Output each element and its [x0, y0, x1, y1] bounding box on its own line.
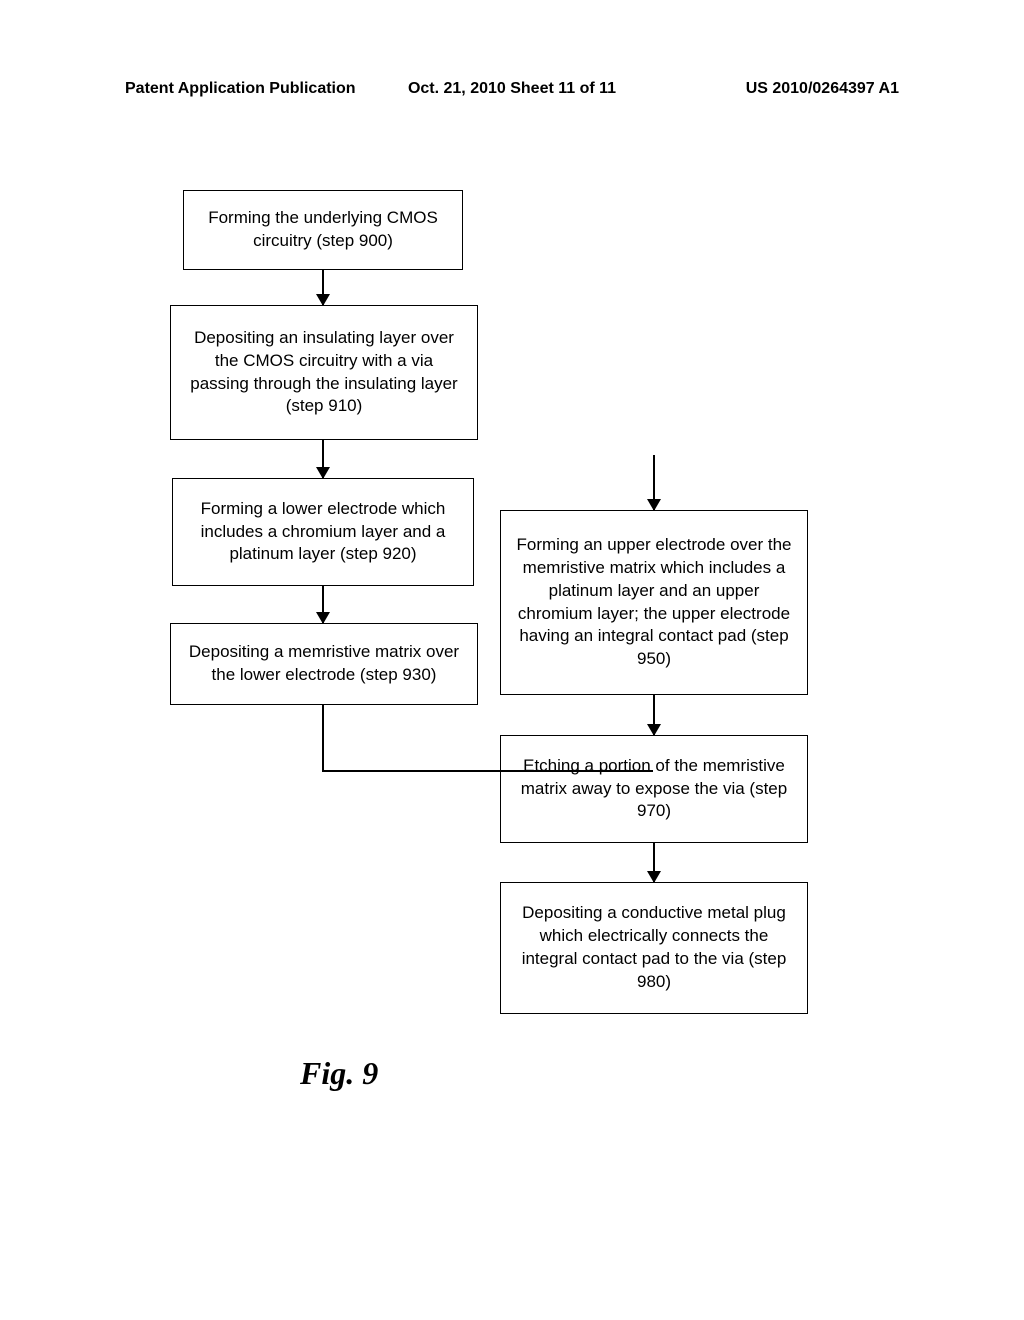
- arrow-900-910: [322, 270, 324, 305]
- box-step-930: Depositing a memristive matrix over the …: [170, 623, 478, 705]
- figure-label: Fig. 9: [300, 1055, 378, 1092]
- flowchart-diagram: Forming the underlying CMOS circuitry (s…: [0, 180, 1024, 1080]
- box-step-920: Forming a lower electrode which includes…: [172, 478, 474, 586]
- header-date-sheet: Oct. 21, 2010 Sheet 11 of 11: [383, 80, 641, 98]
- arrow-950-970: [653, 695, 655, 735]
- box-step-910: Depositing an insulating layer over the …: [170, 305, 478, 440]
- box-step-900: Forming the underlying CMOS circuitry (s…: [183, 190, 463, 270]
- header-pub: Patent Application Publication: [125, 80, 383, 98]
- box-step-980: Depositing a conductive metal plug which…: [500, 882, 808, 1014]
- arrow-970-980: [653, 843, 655, 882]
- arrow-910-920: [322, 440, 324, 478]
- connector-v-930-down: [322, 705, 324, 770]
- arrow-920-930: [322, 586, 324, 623]
- connector-h-bridge: [322, 770, 653, 772]
- connector-v-top-right: [653, 455, 655, 470]
- header-patent-number: US 2010/0264397 A1: [641, 80, 899, 98]
- arrow-into-950: [653, 470, 655, 510]
- page-header: Patent Application Publication Oct. 21, …: [0, 80, 1024, 98]
- box-step-970: Etching a portion of the memristive matr…: [500, 735, 808, 843]
- box-step-950: Forming an upper electrode over the memr…: [500, 510, 808, 695]
